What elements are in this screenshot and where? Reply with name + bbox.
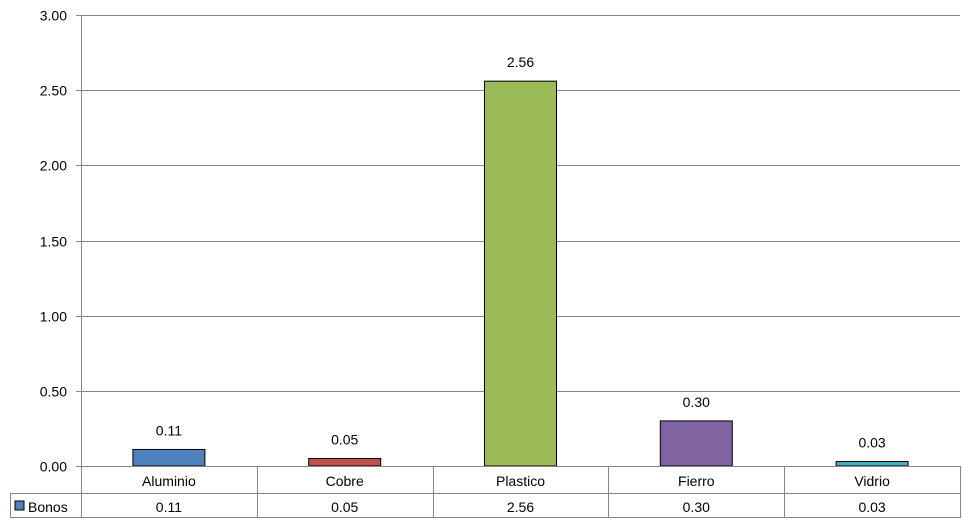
legend-swatch xyxy=(14,500,25,511)
data-label: 0.05 xyxy=(331,431,358,447)
x-tick-label: Aluminio xyxy=(142,473,196,489)
table-value-cell: 0.03 xyxy=(858,499,885,515)
legend-series-name: Bonos xyxy=(28,499,68,515)
bars xyxy=(132,80,909,467)
data-label: 2.56 xyxy=(507,54,534,70)
bar-cobre xyxy=(308,457,382,467)
data-table: Aluminio 0.11 Cobre 0.05 Plastico 2.56 Fierro 0… xyxy=(10,466,961,518)
table-value-cell: 2.56 xyxy=(507,499,534,515)
x-tick-label: Plastico xyxy=(496,473,545,489)
data-label: 0.03 xyxy=(858,434,885,450)
table-value-cell: 0.30 xyxy=(683,499,710,515)
data-label: 0.11 xyxy=(156,422,182,438)
bar-fierro xyxy=(659,420,733,467)
data-labels: 0.11 0.05 2.56 0.30 0.03 xyxy=(156,54,886,450)
x-tick-label: Vidrio xyxy=(854,473,890,489)
table-value-cell: 0.11 xyxy=(156,499,182,515)
y-tick-label: 0.00 xyxy=(40,459,67,475)
table-value-cell: 0.05 xyxy=(331,499,358,515)
data-label: 0.30 xyxy=(683,394,710,410)
y-tick-label: 1.00 xyxy=(40,309,67,325)
bar-vidrio xyxy=(835,460,909,467)
bar-plastico xyxy=(484,80,557,467)
y-axis: 0.00 0.50 1.00 1.50 2.00 2.50 3.00 xyxy=(40,8,82,475)
x-tick-label: Cobre xyxy=(326,473,364,489)
y-tick-label: 3.00 xyxy=(40,8,67,24)
x-tick-label: Fierro xyxy=(678,473,715,489)
y-tick-label: 1.50 xyxy=(40,234,67,250)
y-tick-label: 0.50 xyxy=(40,384,67,400)
y-tick-label: 2.50 xyxy=(40,83,67,99)
bar-aluminio xyxy=(132,448,206,467)
y-tick-label: 2.00 xyxy=(40,158,67,174)
